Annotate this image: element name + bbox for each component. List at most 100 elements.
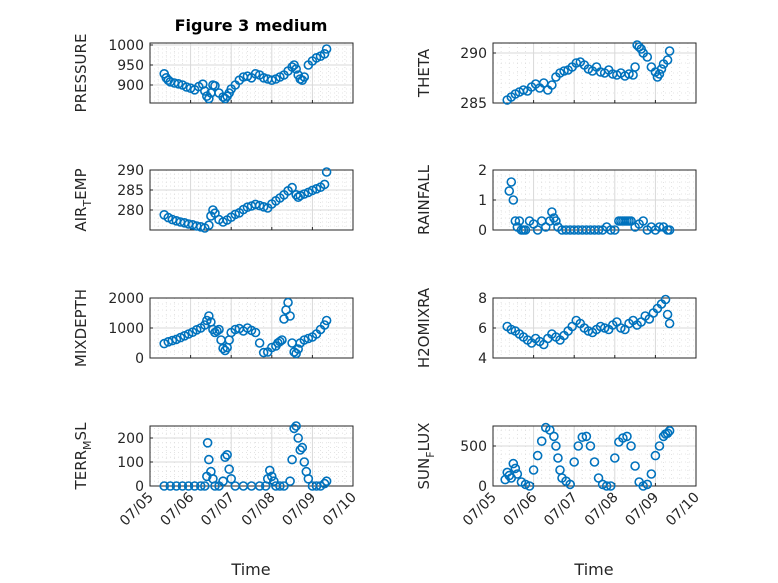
data-point <box>642 479 653 490</box>
y-tick-label: 6 <box>478 321 487 337</box>
data-point <box>275 481 285 491</box>
data-point <box>528 465 539 475</box>
data-point <box>593 225 604 235</box>
data-point <box>204 311 214 321</box>
data-point <box>200 481 210 491</box>
data-point <box>551 216 561 226</box>
subplot-air-temp: 280 285 290 AIRTEMP <box>72 163 354 233</box>
subplot-rainfall: 0 1 2 RAINFALL <box>415 163 697 239</box>
data-point <box>565 479 575 490</box>
axes-border <box>149 169 354 231</box>
data-point <box>532 225 543 235</box>
data-point <box>601 481 612 491</box>
data-point <box>319 179 330 190</box>
data-point <box>212 326 222 336</box>
y-tick-label: 200 <box>117 431 144 447</box>
x-tick-label: 07/09 <box>279 490 319 530</box>
data-point <box>293 344 303 354</box>
subplot-pressure: 900 950 1000 PRESSURE <box>72 34 354 112</box>
data-point <box>299 457 310 467</box>
data-point <box>650 450 661 461</box>
y-tick-label: 285 <box>117 183 144 199</box>
data-point <box>159 481 170 491</box>
x-tick-label: 07/08 <box>582 490 622 530</box>
y-tick-label: 0 <box>478 479 487 495</box>
x-tick-label: 07/09 <box>622 490 662 530</box>
data-point <box>254 338 265 348</box>
data-point <box>165 481 176 491</box>
data-point <box>299 72 310 82</box>
data-point <box>514 216 525 226</box>
data-point <box>577 432 588 443</box>
data-point <box>547 80 557 90</box>
subplot-mixdepth: 0 1000 2000 MIXDEPTH <box>72 289 354 367</box>
y-axis-label: TERRMSL <box>72 422 94 491</box>
data-point <box>549 431 559 442</box>
data-point <box>581 431 592 442</box>
data-point <box>506 177 517 187</box>
data-point <box>547 207 557 217</box>
axes-border <box>149 425 354 487</box>
data-point <box>605 225 616 235</box>
data-point <box>630 62 640 72</box>
y-tick-label: 0 <box>478 223 487 239</box>
data-point <box>242 202 253 212</box>
data-point <box>656 64 667 74</box>
data-point <box>573 441 584 451</box>
y-tick-label: 500 <box>460 439 487 455</box>
axes-box <box>149 425 354 487</box>
y-tick-label: 280 <box>117 203 144 219</box>
data-point <box>551 441 561 451</box>
data-point <box>630 461 640 471</box>
data-point <box>226 473 236 484</box>
data-point <box>559 66 569 76</box>
x-tick-label: 07/07 <box>198 490 238 530</box>
data-point <box>609 225 620 235</box>
data-point <box>512 469 523 479</box>
data-point <box>589 457 600 467</box>
data-point <box>654 69 665 79</box>
y-axis-label: THETA <box>415 48 433 98</box>
data-point <box>520 225 531 235</box>
data-point <box>664 318 675 329</box>
y-tick-label: 2000 <box>108 291 144 307</box>
data-point <box>204 220 214 230</box>
data-point <box>638 216 649 226</box>
y-tick-label: 0 <box>135 351 144 367</box>
data-point <box>569 457 580 467</box>
data-point <box>167 335 178 346</box>
y-axis-label: SUNFLUX <box>415 423 437 490</box>
data-point <box>303 473 314 484</box>
data-point <box>250 69 261 79</box>
y-tick-label: 2 <box>478 163 487 179</box>
data-point <box>646 469 657 479</box>
data-point <box>662 428 673 439</box>
x-tick-label: 07/08 <box>239 490 279 530</box>
data-point <box>504 186 515 196</box>
y-tick-label: 4 <box>478 351 487 367</box>
data-point <box>624 69 634 79</box>
data-point <box>210 81 220 91</box>
data-point <box>204 454 214 465</box>
y-tick-label: 1000 <box>108 38 144 54</box>
data-point <box>285 311 295 321</box>
y-tick-label: 1000 <box>108 321 144 337</box>
data-point <box>218 343 228 354</box>
data-point <box>660 294 671 305</box>
axes-border <box>149 42 354 104</box>
data-point <box>508 195 519 205</box>
subplot-theta: 285 290 THETA <box>415 40 697 112</box>
subplot-sun-flux: 0 500 SUNFLUX 07/05 07/06 07/07 07/08 07/09 07/1… <box>415 423 703 530</box>
data-point <box>626 441 636 451</box>
data-point <box>524 481 535 491</box>
y-axis-label: H2OMIXRA <box>415 287 433 368</box>
data-point <box>295 445 306 455</box>
axes-border <box>492 42 697 104</box>
data-point <box>277 335 287 345</box>
data-point <box>287 182 297 193</box>
data-point <box>181 82 192 92</box>
subplot-h2omixra: 4 6 8 H2OMIXRA <box>415 287 697 368</box>
data-point <box>220 452 230 463</box>
